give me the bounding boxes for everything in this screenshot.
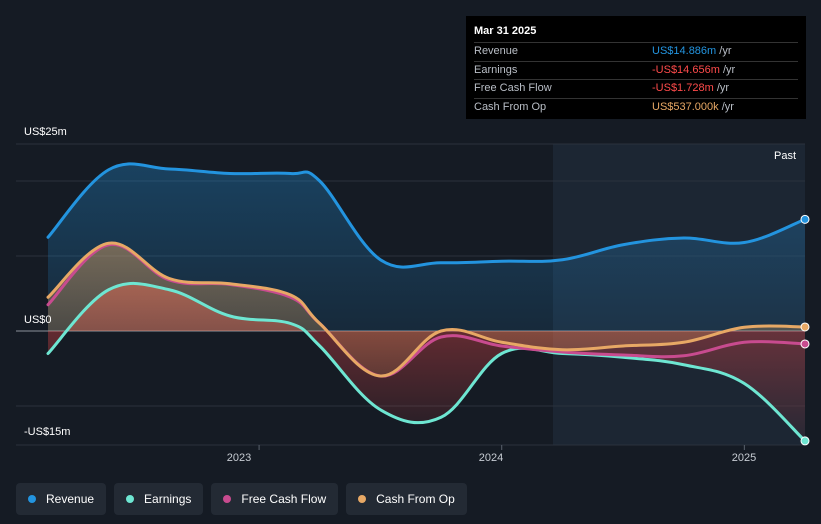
tooltip-row: Cash From Op US$537.000k /yr	[474, 99, 798, 117]
y-tick-label: US$0	[24, 314, 52, 326]
x-tick-label: 2025	[731, 452, 757, 464]
tooltip-value: US$537.000k /yr	[652, 99, 734, 117]
legend: Revenue Earnings Free Cash Flow Cash Fro…	[16, 483, 467, 515]
tooltip-value: US$14.886m /yr	[652, 43, 732, 61]
tooltip-label: Earnings	[474, 63, 518, 76]
cash-from-op-area	[48, 242, 805, 377]
earnings-line	[46, 281, 807, 443]
area-layer	[48, 163, 805, 441]
tooltip-value-text: US$537.000k	[652, 100, 719, 113]
tooltip-unit: /yr	[719, 45, 732, 57]
tooltip-value-text: -US$1.728m	[652, 82, 714, 94]
legend-dot-icon	[126, 495, 135, 503]
tooltip-unit: /yr	[721, 100, 734, 113]
point-layer	[800, 214, 810, 446]
tooltip-value-text: -US$14.656m	[652, 63, 720, 76]
x-tick-label: 2024	[478, 452, 504, 464]
tooltip-value-text: US$14.886m	[652, 45, 717, 57]
legend-item-earnings[interactable]: Earnings	[114, 483, 204, 515]
legend-item-revenue[interactable]: Revenue	[16, 483, 107, 515]
legend-dot-icon	[358, 495, 367, 503]
free-cash-flow-end-point	[800, 339, 810, 349]
legend-dot-icon	[223, 495, 232, 503]
tooltip: Mar 31 2025 Revenue US$14.886m /yr Earni…	[466, 16, 806, 119]
cash-from-op-line	[46, 241, 807, 378]
legend-item-cash-from-op[interactable]: Cash From Op	[346, 483, 467, 515]
cash-from-op-end-point	[800, 322, 810, 332]
tooltip-label: Cash From Op	[474, 100, 547, 113]
tooltip-value: -US$14.656m /yr	[652, 62, 735, 80]
x-tick-label: 2023	[226, 452, 252, 464]
revenue-line	[46, 162, 807, 269]
legend-label: Cash From Op	[376, 492, 455, 506]
tooltip-unit: /yr	[722, 63, 736, 76]
past-label: Past	[774, 150, 797, 162]
legend-label: Free Cash Flow	[241, 492, 327, 506]
legend-item-free-cash-flow[interactable]: Free Cash Flow	[211, 483, 339, 515]
legend-dot-icon	[28, 495, 36, 503]
earnings-end-point	[800, 436, 810, 446]
tooltip-label: Free Cash Flow	[474, 82, 552, 94]
revenue-end-point	[800, 214, 810, 224]
tooltip-row: Revenue US$14.886m /yr	[474, 43, 798, 62]
tooltip-row: Earnings -US$14.656m /yr	[474, 62, 798, 80]
y-tick-label: -US$15m	[24, 426, 71, 438]
tooltip-unit: /yr	[716, 82, 730, 94]
line-layer	[46, 162, 807, 443]
y-tick-label: US$25m	[24, 126, 67, 138]
legend-label: Earnings	[144, 492, 192, 506]
tooltip-title: Mar 31 2025	[474, 24, 798, 43]
tooltip-row: Free Cash Flow -US$1.728m /yr	[474, 80, 798, 99]
tooltip-value: -US$1.728m /yr	[652, 80, 729, 98]
tooltip-label: Revenue	[474, 45, 519, 57]
legend-label: Revenue	[46, 492, 95, 506]
